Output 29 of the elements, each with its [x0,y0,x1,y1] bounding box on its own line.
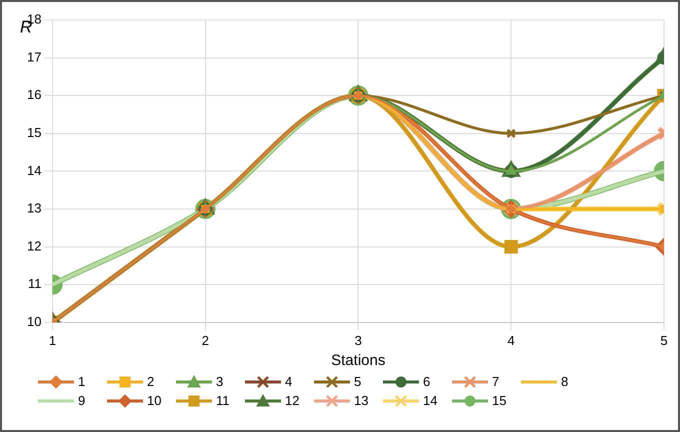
legend-label: 6 [423,374,430,389]
legend-label: 14 [423,393,438,408]
y-tick-label: 10 [26,314,42,329]
x-tick-label: 2 [202,332,209,348]
y-tick-label: 17 [26,49,42,64]
x-tick-label: 3 [354,332,362,348]
legend-label: 5 [354,374,362,389]
x-tick-label: 5 [660,332,668,348]
legend-label: 15 [492,393,506,408]
legend-label: 1 [78,374,86,389]
legend-label: 8 [561,374,568,389]
legend-label: 12 [285,393,300,408]
y-tick-label: 13 [26,200,42,216]
legend-label: 9 [78,393,86,408]
y-tick-label: 15 [26,124,42,140]
legend-label: 2 [147,374,154,389]
x-axis-title: Stations [331,352,386,370]
legend-label: 11 [216,393,230,408]
legend-label: 7 [492,374,500,389]
y-tick-label: 11 [28,276,42,292]
y-tick-label: 16 [26,87,42,102]
y-tick-label: 14 [26,162,42,178]
legend-label: 4 [285,374,292,389]
y-tick-label: 12 [26,238,42,254]
legend-label: 10 [147,393,162,408]
legend-label: 3 [216,374,224,389]
legend-label: 13 [354,393,368,408]
x-tick-label: 4 [508,332,515,348]
x-tick-label: 1 [48,332,56,348]
